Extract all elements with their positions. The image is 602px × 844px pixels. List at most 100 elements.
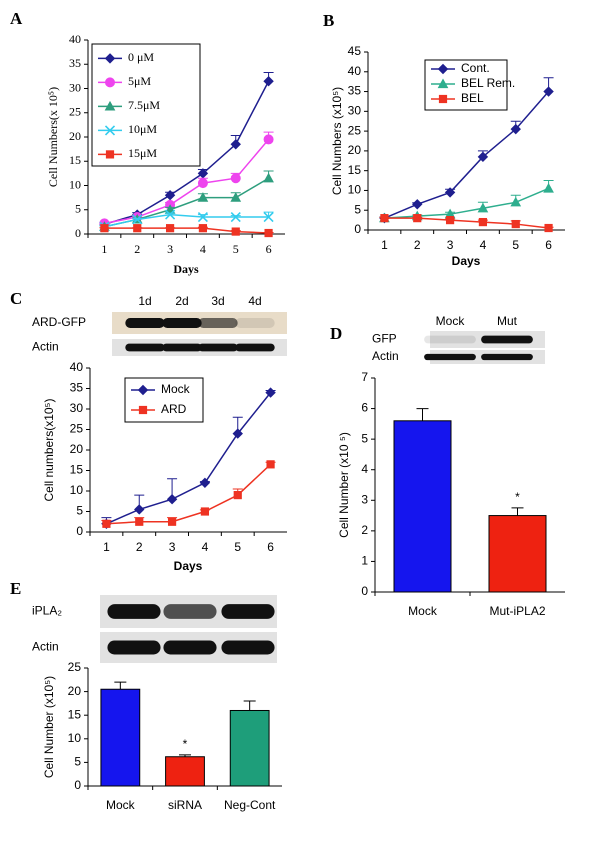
lane-label: Mut (497, 314, 518, 328)
annotation: * (515, 490, 520, 504)
panel: A 0 5 10 15 20 25 30 35 40 Cell Numbers(x 10⁵) 1 2 3 4… (10, 9, 285, 276)
panel-label: B (323, 11, 334, 30)
point (264, 228, 273, 238)
y-tick-label: 10 (69, 177, 81, 191)
bar (165, 756, 205, 787)
legend-label: 5μM (128, 74, 151, 88)
y-tick-label: 6 (361, 401, 368, 415)
legend-label: Mock (161, 382, 191, 396)
point (104, 53, 116, 64)
panel-label: C (10, 289, 22, 308)
legend-label: 7.5μM (128, 98, 160, 112)
y-tick-label: 30 (69, 80, 81, 94)
blot-band (235, 318, 275, 328)
legend-label: ARD (161, 402, 187, 416)
blot-band (125, 318, 165, 328)
y-tick-label: 10 (70, 483, 84, 497)
legend-label: BEL (461, 91, 484, 105)
y-tick-label: 35 (70, 381, 84, 395)
x-tick-label: 5 (512, 238, 519, 252)
legend-label: 15μM (128, 146, 157, 160)
point (137, 384, 149, 396)
lane-label: 1d (138, 294, 151, 308)
blot-band (481, 335, 533, 344)
legend-label: 0 μM (128, 50, 154, 64)
x-tick-label: 3 (447, 238, 454, 252)
y-tick-label: 20 (69, 129, 81, 143)
bar (488, 515, 547, 593)
point (510, 123, 521, 135)
bar (229, 709, 270, 787)
point (233, 491, 242, 500)
blot-band (107, 604, 161, 619)
blot-band (221, 604, 275, 619)
point (266, 460, 275, 469)
point (164, 189, 176, 201)
point (197, 211, 208, 223)
point (478, 217, 488, 227)
point (230, 192, 242, 202)
y-tick-label: 5 (74, 755, 81, 769)
y-tick-label: 15 (70, 463, 84, 477)
x-tick-label: 4 (480, 238, 487, 252)
blot-row-label: GFP (372, 332, 397, 346)
panel: E 0 5 10 15 20 25 Cell Number (x10⁵) Mock siRNA Ne… (10, 579, 282, 812)
y-tick-label: 10 (348, 183, 362, 197)
point (543, 182, 554, 193)
y-tick-label: 25 (70, 422, 84, 436)
point (438, 94, 448, 104)
point (263, 211, 274, 223)
y-tick-label: 45 (348, 44, 362, 58)
y-axis-label: Cell Numbers (x10⁵) (330, 87, 344, 195)
blot-band (107, 640, 161, 655)
point (544, 223, 553, 233)
y-tick-label: 0 (74, 778, 81, 792)
y-tick-label: 25 (68, 660, 82, 674)
point (543, 86, 554, 97)
x-tick-label: 2 (414, 238, 421, 252)
y-tick-label: 25 (69, 105, 81, 119)
point (197, 178, 208, 189)
point (199, 477, 211, 489)
blot-band (481, 353, 533, 361)
line (106, 463, 272, 525)
y-axis-label: Cell Numbers(x 10⁵) (46, 87, 60, 187)
blot-band (163, 640, 217, 655)
y-tick-label: 0 (75, 226, 81, 240)
panel-label: A (10, 9, 23, 28)
blot-band (163, 604, 217, 619)
point (510, 196, 522, 207)
blot-row-label: Actin (32, 640, 59, 654)
y-tick-label: 40 (348, 64, 362, 78)
x-axis-label: Days (174, 559, 203, 573)
annotation: * (183, 737, 188, 751)
panel-label: D (330, 324, 342, 343)
point (197, 192, 209, 202)
blot-band (424, 335, 476, 344)
line (104, 138, 270, 225)
point (132, 214, 143, 225)
y-tick-label: 40 (69, 32, 81, 46)
y-tick-label: 15 (69, 153, 81, 167)
point (380, 214, 389, 223)
point (105, 150, 115, 159)
point (445, 216, 455, 225)
y-tick-label: 40 (70, 360, 84, 374)
point (104, 125, 116, 136)
point (105, 77, 115, 88)
y-tick-label: 0 (76, 524, 83, 538)
point (102, 519, 111, 528)
point (135, 517, 144, 526)
point (134, 504, 145, 515)
panel-label: E (10, 579, 21, 598)
y-tick-label: 10 (68, 731, 82, 745)
error-bar (243, 700, 256, 711)
y-tick-label: 20 (348, 143, 362, 157)
y-tick-label: 30 (348, 104, 362, 118)
x-tick-label: Mock (408, 604, 438, 618)
blot-row-label: iPLA₂ (32, 604, 62, 618)
lane-label: 3d (211, 294, 224, 308)
y-tick-label: 15 (68, 707, 82, 721)
point (263, 134, 274, 145)
